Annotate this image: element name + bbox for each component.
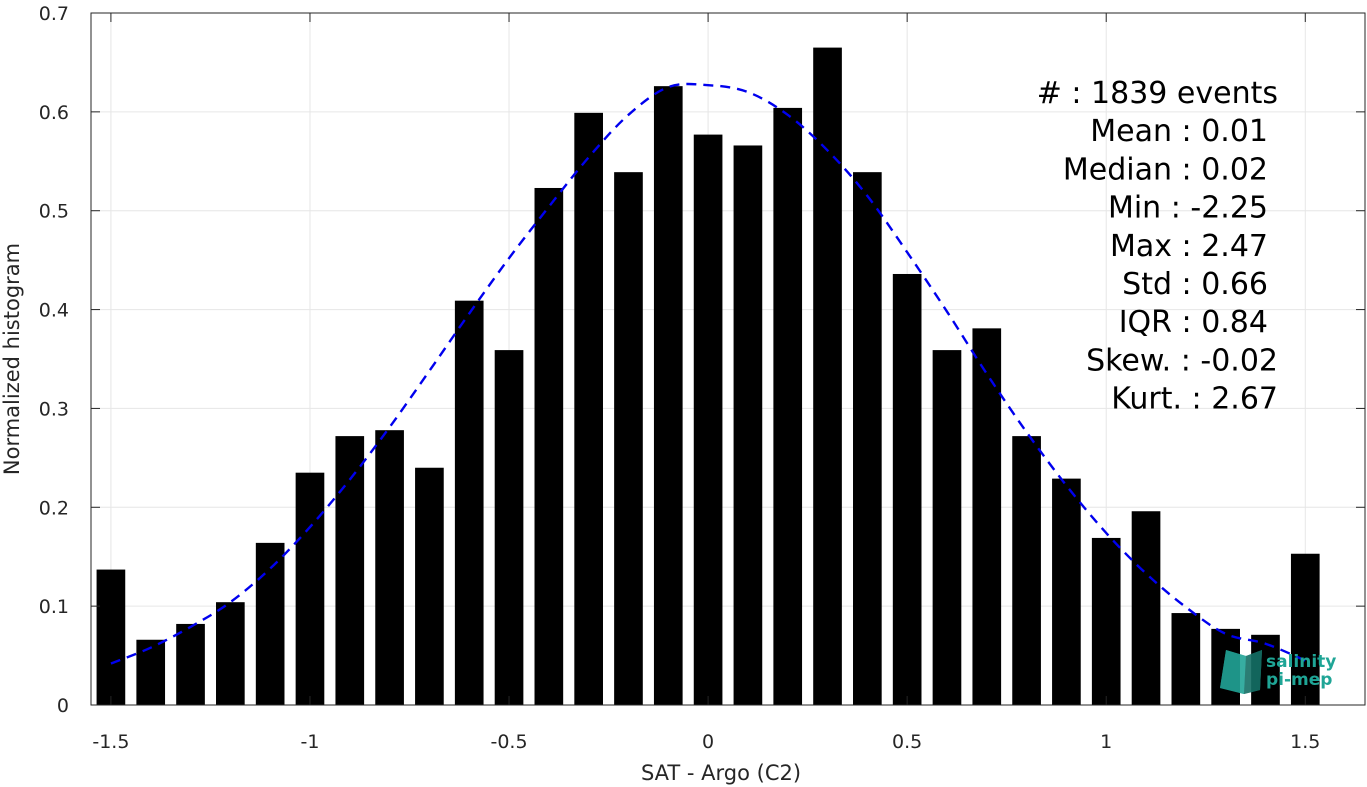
- stat-line: Kurt. : 2.67: [1111, 382, 1278, 417]
- y-tick-label: 0.5: [39, 201, 69, 223]
- logo-text-pi-mep: pi-mep: [1266, 670, 1332, 690]
- histogram-bar: [415, 467, 444, 705]
- histogram-bar: [335, 436, 365, 705]
- salinity-pi-mep-logo: salinity pi-mep: [1220, 650, 1336, 694]
- histogram-bar: [813, 47, 842, 706]
- histogram-bar: [972, 328, 1002, 705]
- y-tick-label: 0.7: [39, 3, 69, 25]
- histogram-bar: [494, 350, 524, 705]
- logo-cube-icon: [1220, 650, 1262, 694]
- histogram-bar: [614, 172, 643, 705]
- histogram-bar: [454, 300, 484, 705]
- stat-line: Max : 2.47: [1110, 229, 1268, 264]
- histogram-bar: [653, 86, 683, 705]
- histogram-bar: [1091, 537, 1121, 705]
- x-tick-label: 1.5: [1290, 731, 1320, 753]
- histogram-bar: [1290, 553, 1320, 705]
- histogram-bar: [892, 273, 922, 705]
- x-tick-label: -0.5: [490, 731, 527, 753]
- y-tick-label: 0.1: [39, 596, 69, 618]
- stat-line: IQR : 0.84: [1119, 305, 1268, 340]
- x-tick-label: 0.5: [892, 731, 922, 753]
- histogram-bar: [534, 187, 564, 705]
- stat-line: Median : 0.02: [1063, 152, 1268, 187]
- y-tick-label: 0.4: [39, 300, 69, 322]
- histogram-bar: [773, 107, 803, 706]
- y-tick-label: 0.2: [39, 497, 69, 519]
- y-axis-ticks: 0 0.1 0.2 0.3 0.4 0.5 0.6 0.7: [39, 3, 1365, 717]
- y-tick-label: 0: [57, 695, 69, 717]
- logo-text-salinity: salinity: [1266, 652, 1336, 672]
- histogram-bar: [375, 430, 404, 705]
- histogram-bar: [853, 172, 882, 705]
- normal-fit-curve: [110, 82, 1306, 665]
- stat-line: Mean : 0.01: [1090, 114, 1268, 149]
- x-tick-label: -1: [300, 731, 319, 753]
- stat-line: Skew. : -0.02: [1086, 343, 1278, 378]
- histogram-bar: [255, 542, 285, 705]
- x-tick-label: 0: [702, 731, 714, 753]
- histogram-bar: [216, 602, 245, 705]
- stat-line: # : 1839 events: [1037, 76, 1278, 111]
- histogram-bar: [1131, 511, 1161, 705]
- histogram-bar: [693, 134, 723, 705]
- histogram-bars: [96, 47, 1320, 706]
- histogram-bar: [96, 569, 126, 705]
- histogram-bar: [1171, 613, 1201, 705]
- histogram-bar: [1012, 436, 1041, 705]
- stat-line: Std : 0.66: [1122, 267, 1268, 302]
- stat-line: Min : -2.25: [1108, 191, 1268, 226]
- x-axis-label: SAT - Argo (C2): [641, 761, 801, 785]
- histogram-bar: [1052, 478, 1081, 705]
- y-axis-label: Normalized histogram: [0, 243, 24, 475]
- histogram-bar: [574, 112, 603, 706]
- histogram-bar: [295, 472, 325, 705]
- histogram-bar: [932, 350, 962, 705]
- y-tick-label: 0.3: [39, 398, 69, 420]
- histogram-bar: [733, 145, 763, 705]
- y-tick-label: 0.6: [39, 102, 69, 124]
- x-tick-label: 1: [1100, 731, 1112, 753]
- plot-frame: [90, 12, 1366, 706]
- histogram-bar: [136, 639, 166, 705]
- grid-lines: [91, 12, 1365, 706]
- x-axis-ticks: -1.5 -1 -0.5 0 0.5 1 1.5: [92, 13, 1320, 753]
- x-tick-label: -1.5: [92, 731, 129, 753]
- histogram-bar: [176, 623, 205, 705]
